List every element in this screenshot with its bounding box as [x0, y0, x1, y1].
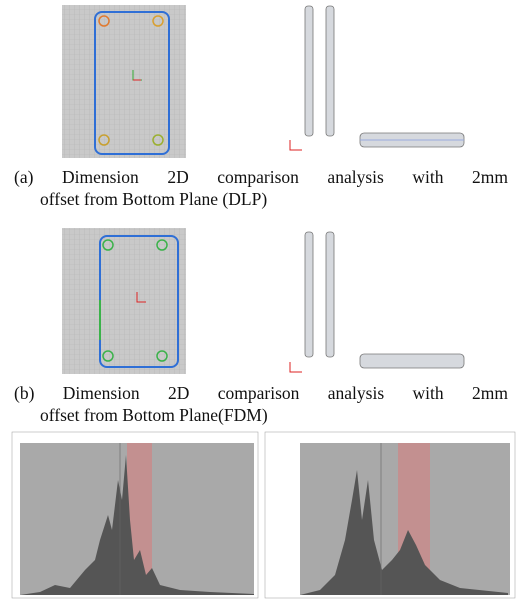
page: (a) Dimension 2D comparison analysis wit…: [0, 0, 524, 601]
panel-a-top-view: [62, 5, 186, 158]
histogram-right: [265, 432, 515, 598]
caption-a: (a) Dimension 2D comparison analysis wit…: [14, 166, 508, 210]
caption-line: (b) Dimension 2D comparison analysis wit…: [14, 382, 508, 404]
caption-line: offset from Bottom Plane (DLP): [14, 188, 508, 210]
panel-a-side-view: [290, 6, 464, 150]
histogram-left: [12, 432, 258, 598]
panel-b-top-view: [62, 228, 186, 374]
caption-b: (b) Dimension 2D comparison analysis wit…: [14, 382, 508, 426]
figure: [0, 0, 524, 601]
caption-line: offset from Bottom Plane(FDM): [14, 404, 508, 426]
panel-b-side-view: [290, 232, 464, 372]
caption-line: (a) Dimension 2D comparison analysis wit…: [14, 166, 508, 188]
